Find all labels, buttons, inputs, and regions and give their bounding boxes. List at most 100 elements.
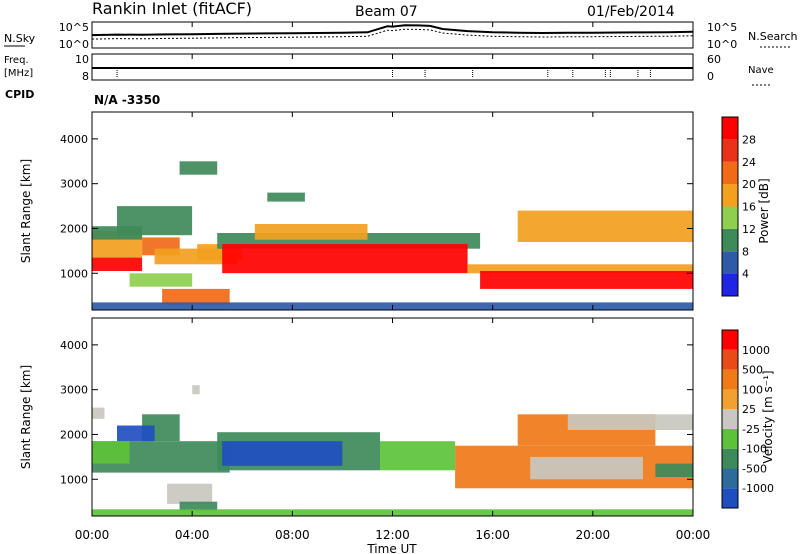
velocity-ylabel: Slant Range [km] (19, 365, 33, 469)
x-tick-label: 04:00 (175, 528, 210, 542)
colorbar-swatch (722, 369, 738, 390)
freq-left-tick-bottom: 8 (82, 70, 89, 83)
x-tick-label: 20:00 (576, 528, 611, 542)
colorbar-swatch (722, 161, 738, 185)
data-patch (467, 264, 693, 274)
colorbar-swatch (722, 117, 738, 140)
colorbar-swatch (722, 330, 738, 350)
colorbar-tick-label: 12 (742, 223, 756, 236)
data-patch (167, 483, 213, 504)
data-patch (222, 244, 468, 274)
colorbar-swatch (722, 251, 738, 274)
data-patch (179, 501, 218, 511)
noise-left-tick-top: 10^5 (59, 21, 89, 34)
colorbar-tick-label: 1000 (742, 344, 770, 357)
colorbar-tick-label: -1000 (742, 482, 774, 495)
cpid-label: CPID (5, 88, 34, 101)
x-tick-label: 00:00 (75, 528, 110, 542)
time-axis-ticks: 00:00 04:00 08:00 12:00 16:00 20:00 00:00 (75, 22, 711, 542)
noise-right-tick-top: 10^5 (707, 21, 737, 34)
noise-right-tick-bottom: 10^0 (707, 38, 737, 51)
data-patch (192, 385, 200, 395)
noise-left-label: N.Sky (4, 32, 36, 45)
velocity-colorbar-label: Velocity [m s⁻¹] (761, 370, 775, 463)
data-patch (267, 192, 305, 202)
freq-label-line2: [MHz] (4, 68, 33, 79)
data-patch (480, 271, 693, 289)
colorbar-swatch (722, 184, 738, 207)
noise-right-label: N.Search (748, 30, 798, 43)
colorbar-tick-label: 25 (742, 403, 756, 416)
colorbar-frame (721, 329, 739, 509)
freq-left-tick-top: 10 (75, 53, 89, 66)
y-tick-label: 2000 (60, 428, 88, 441)
data-patch (567, 414, 693, 430)
colorbar-swatch (722, 349, 738, 370)
x-tick-label: 12:00 (375, 528, 410, 542)
power-colorbar-label: Power [dB] (757, 178, 771, 243)
data-patch (517, 210, 693, 242)
colorbar-tick-label: 28 (742, 133, 756, 146)
y-tick-label: 4000 (60, 133, 88, 146)
y-tick-label: 3000 (60, 178, 88, 191)
colorbar-tick-label: -500 (742, 462, 767, 475)
colorbar-swatch (722, 409, 738, 429)
data-patch (254, 224, 368, 240)
y-tick-label: 2000 (60, 222, 88, 235)
x-tick-label: 08:00 (275, 528, 310, 542)
data-patch (129, 273, 193, 287)
data-patch (92, 257, 143, 271)
power-colorbar: 4 8 12 16 20 24 28 (721, 116, 756, 297)
data-patch (222, 441, 343, 466)
colorbar-tick-label: -25 (742, 423, 760, 436)
data-patch (92, 407, 105, 419)
velocity-yticks: 1000 2000 3000 4000 (60, 339, 693, 486)
x-tick-label: 00:00 (676, 528, 711, 542)
colorbar-tick-label: 16 (742, 201, 756, 214)
colorbar-swatch (722, 273, 738, 296)
colorbar-swatch (722, 468, 738, 489)
data-patch (162, 288, 230, 305)
beam-title: Beam 07 (355, 4, 418, 20)
data-patch (92, 441, 130, 464)
noise-sky-trace (91, 24, 694, 37)
colorbar-tick-label: -100 (742, 443, 767, 456)
x-tick-label: 16:00 (475, 528, 510, 542)
power-panel: 1000 2000 3000 4000 Slant Range [km] 4 8 12 16… (19, 111, 771, 311)
power-ylabel: Slant Range [km] (19, 159, 33, 263)
y-tick-label: 1000 (60, 267, 88, 280)
colorbar-tick-label: 20 (742, 178, 756, 191)
data-patch (655, 463, 693, 477)
nave-label: Nave (748, 65, 774, 76)
colorbar-swatch (722, 228, 738, 252)
nave-marks (116, 70, 651, 78)
colorbar-tick-label: 8 (742, 245, 749, 258)
velocity-colorbar: -1000 -500 -100 -25 25 100 500 1000 (721, 329, 774, 509)
colorbar-swatch (722, 389, 738, 410)
data-patch (380, 441, 456, 471)
colorbar-swatch (722, 139, 738, 162)
colorbar-frame (721, 116, 739, 297)
y-tick-label: 1000 (60, 473, 88, 486)
time-axis-label: Time UT (366, 542, 417, 554)
data-patch (530, 456, 643, 480)
velocity-data (92, 385, 693, 516)
y-tick-label: 3000 (60, 384, 88, 397)
station-title: Rankin Inlet (fitACF) (92, 0, 252, 18)
nave-right-tick-top: 60 (707, 53, 721, 66)
power-data (92, 161, 693, 310)
noise-left-tick-bottom: 10^0 (59, 38, 89, 51)
colorbar-swatch (722, 448, 738, 469)
nave-right-tick-bottom: 0 (707, 70, 714, 83)
colorbar-tick-label: 100 (742, 383, 763, 396)
freq-panel: Freq. [MHz] 10 8 60 0 Nave CPID N/A -335… (4, 53, 774, 107)
data-patch (179, 161, 218, 175)
date-title: 01/Feb/2014 (587, 4, 675, 20)
colorbar-tick-label: 4 (742, 268, 749, 281)
colorbar-tick-label: 24 (742, 156, 756, 169)
power-yticks: 1000 2000 3000 4000 (60, 133, 693, 280)
colorbar-tick-label: 500 (742, 364, 763, 377)
